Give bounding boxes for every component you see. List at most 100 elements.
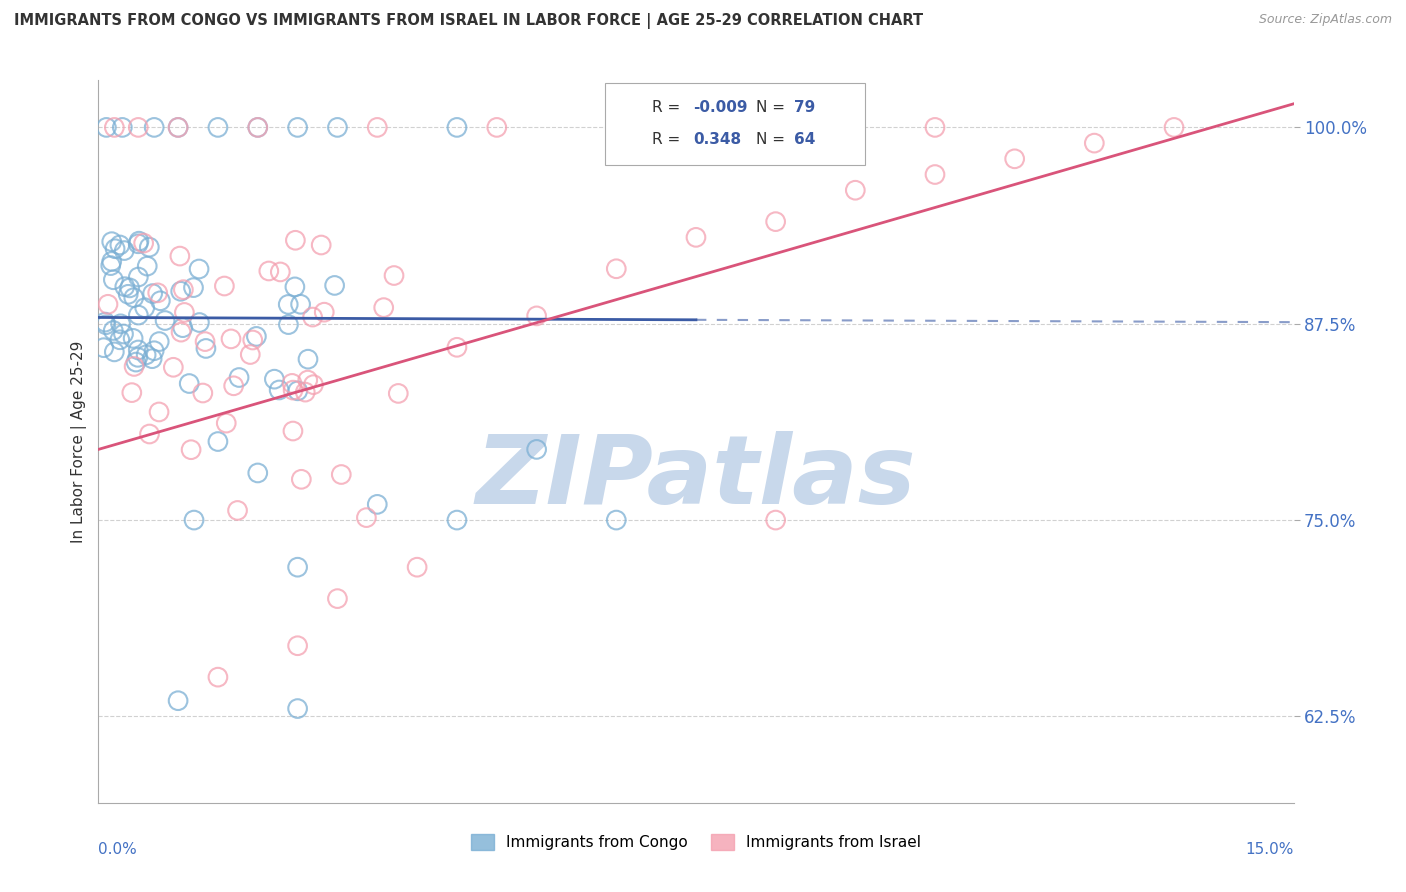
Point <box>287 639 309 653</box>
Point <box>297 352 319 367</box>
Point <box>100 235 122 249</box>
Point <box>284 280 307 294</box>
Point <box>645 120 668 135</box>
Point <box>194 342 217 356</box>
Point <box>172 320 194 334</box>
Point <box>180 442 202 457</box>
Point <box>167 120 190 135</box>
Point <box>111 120 134 135</box>
Point <box>148 334 170 349</box>
Point <box>188 262 211 277</box>
Point <box>108 333 131 347</box>
Point <box>191 386 214 401</box>
Point <box>127 120 149 135</box>
Point <box>100 259 122 273</box>
Point <box>188 316 211 330</box>
Point <box>287 560 309 574</box>
Point <box>108 238 131 252</box>
Point <box>207 120 229 135</box>
Point <box>103 344 125 359</box>
Point <box>277 318 299 332</box>
Point <box>117 287 139 301</box>
Point <box>110 317 132 331</box>
Point <box>127 343 149 357</box>
Point <box>485 120 508 135</box>
Point <box>382 268 405 283</box>
Point <box>239 347 262 361</box>
Y-axis label: In Labor Force | Age 25-29: In Labor Force | Age 25-29 <box>72 341 87 542</box>
Point <box>170 325 193 339</box>
Text: N =: N = <box>756 132 790 147</box>
Point <box>277 297 299 311</box>
Text: -0.009: -0.009 <box>693 100 748 115</box>
Point <box>219 332 242 346</box>
Point <box>924 120 946 135</box>
Point <box>141 351 163 366</box>
Point <box>222 379 245 393</box>
Point <box>114 279 136 293</box>
Point <box>301 310 323 324</box>
Point <box>138 427 160 442</box>
Point <box>162 360 184 375</box>
Point <box>149 293 172 308</box>
Text: R =: R = <box>652 132 686 147</box>
Point <box>287 701 309 715</box>
Point <box>366 120 388 135</box>
Point <box>128 234 150 248</box>
Text: IMMIGRANTS FROM CONGO VS IMMIGRANTS FROM ISRAEL IN LABOR FORCE | AGE 25-29 CORRE: IMMIGRANTS FROM CONGO VS IMMIGRANTS FROM… <box>14 13 924 29</box>
Text: 79: 79 <box>794 100 815 115</box>
Point <box>97 297 120 311</box>
Point <box>924 168 946 182</box>
Point <box>526 442 548 457</box>
Point <box>215 416 238 430</box>
Point <box>242 333 264 347</box>
Point <box>169 249 191 263</box>
Point <box>170 285 193 299</box>
Point <box>179 376 201 391</box>
Point <box>183 513 205 527</box>
Point <box>297 373 319 387</box>
Point <box>269 265 291 279</box>
Point <box>281 424 304 438</box>
Point <box>173 305 195 319</box>
Point <box>207 434 229 449</box>
Point <box>373 301 395 315</box>
Point <box>93 341 115 355</box>
Point <box>246 120 269 135</box>
Point <box>844 183 866 197</box>
Point <box>257 264 280 278</box>
Point <box>281 383 304 397</box>
Point <box>135 348 157 362</box>
Point <box>153 313 176 327</box>
Point <box>526 309 548 323</box>
Text: N =: N = <box>756 100 790 115</box>
Point <box>94 318 117 332</box>
Point <box>127 236 149 251</box>
Point <box>804 120 827 135</box>
Point <box>103 324 125 338</box>
Point <box>122 359 145 374</box>
Point <box>309 238 332 252</box>
Point <box>263 372 285 386</box>
Point <box>287 120 309 135</box>
Point <box>104 242 127 256</box>
Point <box>207 670 229 684</box>
Point <box>127 351 149 365</box>
Point <box>112 326 135 341</box>
Point <box>446 513 468 527</box>
Point <box>118 281 141 295</box>
Point <box>605 261 627 276</box>
Point <box>121 385 143 400</box>
Point <box>183 280 205 294</box>
Point <box>127 270 149 285</box>
Point <box>287 384 309 398</box>
Point <box>143 120 166 135</box>
Point <box>387 386 409 401</box>
Point <box>685 120 707 135</box>
Point <box>356 510 378 524</box>
Point <box>172 283 194 297</box>
Legend: Immigrants from Congo, Immigrants from Israel: Immigrants from Congo, Immigrants from I… <box>465 829 927 856</box>
Point <box>214 279 236 293</box>
Point <box>765 120 787 135</box>
Point <box>330 467 353 482</box>
